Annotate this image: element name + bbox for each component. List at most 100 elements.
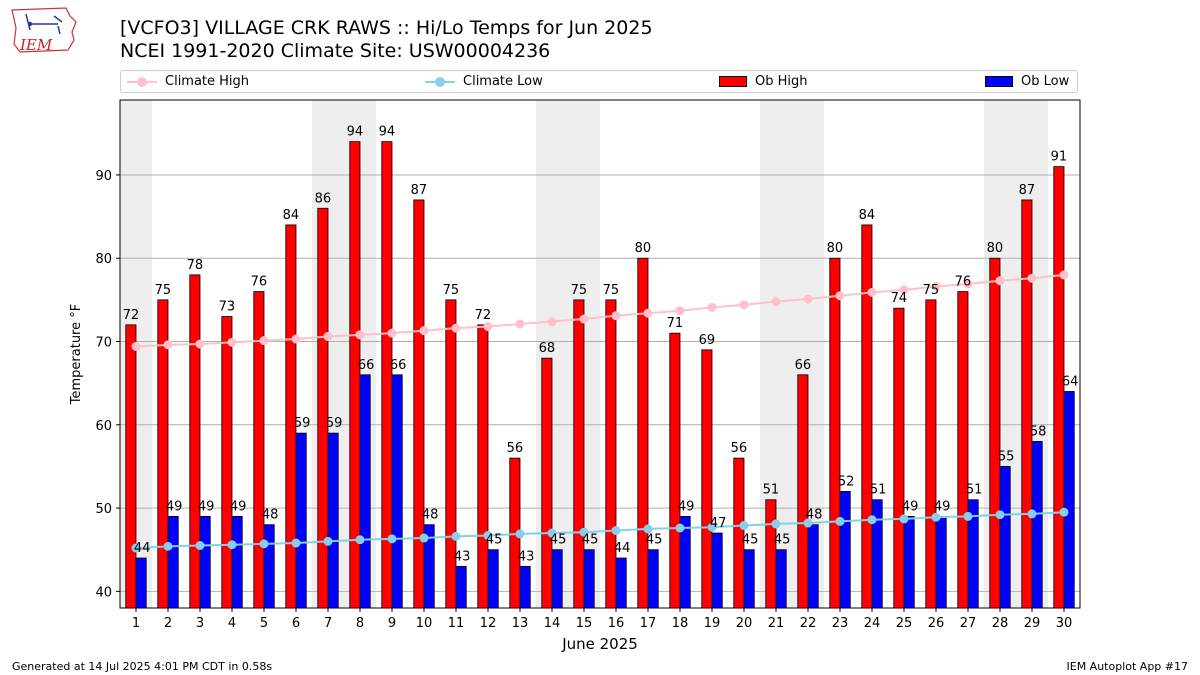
ob-low-value-label: 45 (774, 533, 791, 548)
ob-high-value-label: 72 (475, 308, 492, 323)
climate-high-point (1059, 270, 1069, 280)
generated-timestamp: Generated at 14 Jul 2025 4:01 PM CDT in … (12, 660, 273, 673)
x-tick-label: 25 (896, 616, 913, 631)
ob-high-value-label: 74 (891, 291, 908, 306)
climate-low-point (515, 529, 525, 539)
ob-high-bar (573, 299, 585, 609)
ob-low-value-label: 45 (742, 533, 759, 548)
logo-text: IEM (19, 36, 53, 54)
climate-high-point (291, 334, 301, 344)
ob-low-bar (1063, 391, 1075, 609)
ob-low-bar (743, 549, 755, 609)
chart-subtitle: NCEI 1991-2020 Climate Site: USW00004236 (120, 40, 551, 62)
x-axis-label: June 2025 (561, 635, 638, 653)
ob-low-value-label: 59 (326, 416, 343, 431)
y-tick-label: 70 (95, 336, 112, 351)
ob-low-bar (295, 432, 307, 609)
climate-high-point (963, 279, 973, 289)
ob-low-value-label: 66 (358, 358, 375, 373)
ob-high-value-label: 80 (827, 241, 844, 256)
climate-high-point (611, 311, 621, 321)
ob-high-value-label: 72 (123, 308, 140, 323)
ob-low-value-label: 48 (422, 508, 439, 523)
x-tick-label: 27 (960, 616, 977, 631)
x-tick-label: 5 (260, 616, 268, 631)
climate-high-point (675, 306, 685, 316)
climate-low-point (163, 541, 173, 551)
climate-low-point (675, 523, 685, 533)
ob-low-value-label: 64 (1062, 374, 1079, 389)
ob-low-value-label: 49 (902, 499, 919, 514)
ob-high-value-label: 56 (731, 441, 748, 456)
ob-high-bar (605, 299, 617, 609)
climate-low-point (611, 526, 621, 536)
app-credit: IEM Autoplot App #17 (1066, 660, 1189, 673)
ob-high-value-label: 56 (507, 441, 524, 456)
ob-low-bar (135, 557, 147, 609)
ob-high-bar (413, 199, 425, 609)
chart-title: [VCFO3] VILLAGE CRK RAWS :: Hi/Lo Temps … (120, 17, 653, 39)
x-tick-label: 7 (324, 616, 332, 631)
climate-low-point (867, 515, 877, 525)
ob-high-value-label: 66 (795, 358, 812, 373)
climate-low-point (771, 519, 781, 529)
climate-low-point (643, 524, 653, 534)
climate-low-point (707, 522, 717, 532)
climate-high-point (195, 339, 205, 349)
x-tick-label: 12 (480, 616, 497, 631)
ob-high-bar (669, 332, 681, 609)
climate-high-point (739, 300, 749, 310)
climate-high-point (419, 326, 429, 336)
climate-high-point (515, 319, 525, 329)
ob-high-value-label: 69 (699, 333, 716, 348)
ob-low-bar (583, 549, 595, 609)
x-tick-label: 8 (356, 616, 364, 631)
climate-high-point (131, 342, 141, 352)
ob-low-bar (711, 532, 723, 609)
climate-low-point (227, 540, 237, 550)
y-tick-label: 80 (95, 252, 112, 267)
ob-low-value-label: 43 (454, 549, 471, 564)
legend-item-ob-low: Ob Low (985, 74, 1069, 89)
climate-high-point (803, 294, 813, 304)
climate-low-point (387, 534, 397, 544)
ob-high-bar (477, 324, 489, 609)
x-tick-label: 13 (512, 616, 529, 631)
plot-frame (119, 99, 1081, 609)
ob-low-value-label: 49 (198, 499, 215, 514)
ob-low-value-label: 66 (390, 358, 407, 373)
ob-low-bar (935, 515, 947, 609)
ob-low-bar (999, 466, 1011, 609)
x-tick-label: 4 (228, 616, 236, 631)
ob-low-bar (647, 549, 659, 609)
climate-high-point (707, 302, 717, 312)
ob-high-bar (957, 291, 969, 609)
ob-low-value-label: 52 (838, 474, 855, 489)
ob-high-value-label: 86 (315, 191, 332, 206)
ob-low-value-label: 49 (934, 499, 951, 514)
ob-low-value-label: 51 (870, 483, 887, 498)
climate-low-point (995, 510, 1005, 520)
legend-label-climate-high: Climate High (165, 74, 250, 89)
climate-low-point (195, 541, 205, 551)
x-tick-label: 28 (992, 616, 1009, 631)
x-tick-label: 6 (292, 616, 300, 631)
legend-swatch-ob-low (985, 76, 1013, 87)
ob-high-bar (765, 499, 777, 609)
ob-low-value-label: 47 (710, 516, 727, 531)
ob-high-value-label: 76 (251, 275, 268, 290)
legend-label-ob-low: Ob Low (1021, 74, 1070, 89)
y-axis-label: Temperature °F (69, 304, 84, 405)
x-tick-label: 20 (736, 616, 753, 631)
ob-high-bar (829, 257, 841, 609)
ob-low-value-label: 45 (646, 533, 663, 548)
ob-low-bar (167, 515, 179, 609)
ob-low-value-label: 44 (134, 541, 151, 556)
ob-low-bar (263, 524, 275, 609)
ob-high-bar (189, 274, 201, 609)
climate-high-point (771, 297, 781, 307)
x-tick-label: 3 (196, 616, 204, 631)
legend-item-climate-high: Climate High (127, 74, 249, 89)
climate-high-point (899, 285, 909, 295)
ob-high-value-label: 87 (1019, 183, 1036, 198)
